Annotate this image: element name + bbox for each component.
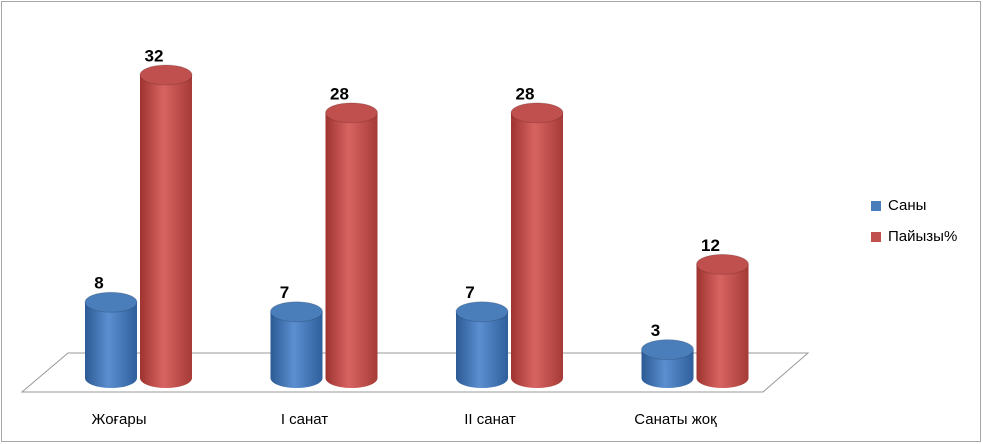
floor — [20, 352, 810, 393]
x-tick-label: Жоғары — [92, 411, 147, 428]
value-label: 12 — [701, 236, 720, 255]
bar-top — [696, 253, 749, 275]
legend-swatch — [871, 232, 881, 242]
bar — [270, 311, 323, 388]
bar — [641, 349, 694, 388]
bar-top — [641, 339, 694, 361]
legend-label: Саны — [888, 197, 926, 214]
bar — [456, 311, 508, 388]
value-label: 28 — [330, 84, 349, 103]
x-tick-label: II санат — [464, 411, 516, 428]
x-tick-label: Санаты жоқ — [634, 411, 717, 428]
bar-top — [139, 64, 193, 86]
bar-top — [455, 301, 509, 323]
value-label: 3 — [651, 321, 660, 340]
bar-top — [510, 102, 564, 124]
bar-top — [270, 301, 323, 323]
x-tick-label: I санат — [281, 411, 328, 428]
bar-top — [84, 291, 138, 313]
legend-swatch — [871, 201, 881, 211]
bar — [325, 112, 378, 388]
value-label: 28 — [516, 84, 535, 103]
legend-label: Пайызы% — [888, 228, 957, 245]
bar — [140, 75, 192, 388]
bar — [511, 112, 563, 388]
value-label: 32 — [145, 46, 164, 65]
bar-top — [325, 102, 378, 124]
bar — [85, 302, 137, 388]
value-label: 7 — [280, 283, 289, 302]
value-label: 8 — [94, 274, 103, 293]
value-label: 7 — [465, 283, 474, 302]
bar — [696, 264, 749, 388]
